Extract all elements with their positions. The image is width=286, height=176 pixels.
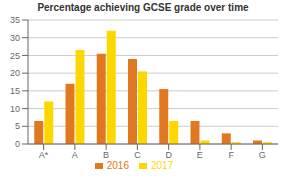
svg-text:F: F xyxy=(228,150,234,160)
svg-text:35: 35 xyxy=(10,16,20,25)
svg-text:C: C xyxy=(134,150,141,160)
svg-text:A*: A* xyxy=(39,150,49,160)
svg-text:25: 25 xyxy=(10,51,20,61)
svg-text:10: 10 xyxy=(10,104,20,114)
svg-text:B: B xyxy=(103,150,109,160)
svg-text:5: 5 xyxy=(15,121,20,131)
svg-text:D: D xyxy=(165,150,172,160)
svg-text:E: E xyxy=(197,150,203,160)
svg-text:30: 30 xyxy=(10,33,20,43)
svg-text:0: 0 xyxy=(15,139,20,149)
svg-text:A: A xyxy=(72,150,78,160)
html-text:2016: 2016 xyxy=(106,160,129,171)
html-text:Percentage achieving GCSE grad: Percentage achieving GCSE grade over tim… xyxy=(37,2,249,13)
svg-text:G: G xyxy=(259,150,266,160)
svg-text:20: 20 xyxy=(10,68,20,78)
html-text:2017: 2017 xyxy=(151,160,174,171)
svg-text:15: 15 xyxy=(10,86,20,96)
